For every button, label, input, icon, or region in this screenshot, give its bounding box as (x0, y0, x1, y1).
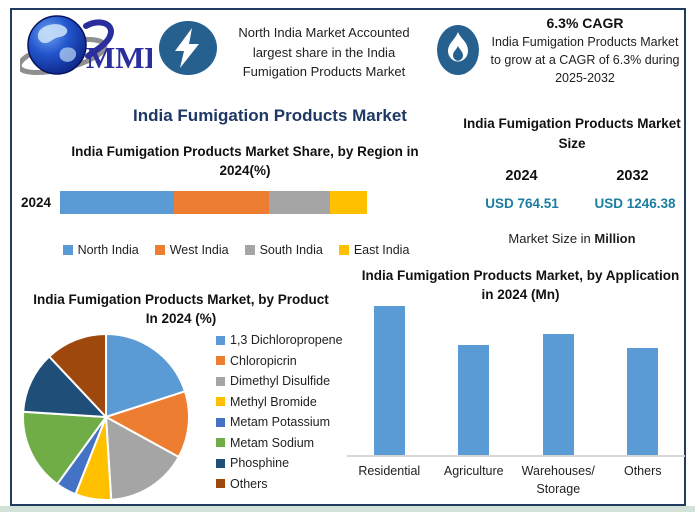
market-size-title: India Fumigation Products Market Size (463, 116, 681, 151)
legend-swatch (216, 335, 225, 345)
svg-text:MMR: MMR (86, 40, 152, 75)
application-bar (373, 306, 405, 455)
legend-swatch (216, 438, 225, 447)
legend-swatch (62, 245, 73, 255)
cagr-title: 6.3% CAGR (546, 15, 624, 31)
legend-item: South India (244, 243, 323, 257)
application-bar (542, 334, 574, 455)
legend-item: Metam Sodium (216, 436, 366, 450)
application-category-label: Agriculture (443, 464, 504, 478)
pie-slice (22, 355, 109, 419)
product-chart-title: India Fumigation Products Market, by Pro… (33, 292, 329, 326)
legend-swatch (216, 458, 225, 468)
legend-label: South India (259, 243, 323, 257)
application-bar-chart (347, 300, 685, 457)
application-axis-labels: Residential Agriculture Warehouses/Storage… (347, 463, 685, 498)
legend-label: Dimethyl Disulfide (230, 374, 331, 388)
legend-swatch (154, 245, 165, 255)
region-chart-title: India Fumigation Products Market Share, … (71, 144, 419, 178)
pie-slice (103, 390, 190, 459)
market-size-year-start: 2024 (505, 168, 538, 184)
legend-swatch (216, 397, 225, 406)
market-size-value-start: USD 764.51 (485, 196, 559, 211)
stacked-bar-segment (173, 191, 269, 214)
legend-item: North India (62, 243, 139, 257)
stacked-bar-segment (268, 191, 331, 214)
legend-swatch (216, 479, 225, 488)
pie-slice (104, 415, 181, 501)
application-bar (458, 345, 490, 455)
stacked-bar-segment (60, 191, 174, 214)
legend-item: Methyl Bromide (216, 395, 366, 409)
flame-icon (437, 25, 479, 75)
legend-label: Metam Potassium (230, 415, 331, 429)
application-bar (627, 348, 659, 455)
legend-item: East India (338, 243, 410, 257)
legend-item: Chloropicrin (216, 354, 366, 368)
flame-badge (436, 24, 480, 76)
bar-slot (601, 300, 686, 455)
legend-label: West India (169, 243, 229, 257)
market-size-unit-prefix: Market Size in (508, 231, 595, 246)
legend-item: 1,3 Dichloropropene (216, 333, 366, 347)
globe-logo-graphic: MMR (16, 15, 168, 76)
legend-label: Chloropicrin (230, 353, 297, 368)
pie-slice (22, 410, 108, 486)
legend-item: Dimethyl Disulfide (216, 374, 366, 388)
legend-item: Metam Potassium (216, 415, 366, 429)
market-size-unit: Market Size in Million (463, 231, 681, 246)
bar-slot (347, 300, 432, 455)
application-category-label: Warehouses/Storage (521, 464, 595, 496)
product-pie-chart (22, 332, 190, 501)
legend-label: East India (353, 243, 410, 257)
cagr-text: India Fumigation Products Market to grow… (490, 35, 680, 86)
legend-item: Others (216, 477, 366, 491)
lightning-icon (159, 21, 217, 75)
mmr-logo: MMR (16, 12, 168, 84)
product-legend: 1,3 Dichloropropene Chloropicrin Dimethyl … (216, 333, 366, 491)
bottom-accent-strip (0, 506, 695, 512)
legend-item: Phosphine (216, 456, 366, 470)
legend-swatch (216, 376, 225, 386)
application-chart-title: India Fumigation Products Market, by App… (361, 268, 680, 302)
market-size-value-end: USD 1246.38 (594, 196, 676, 211)
bar-slot (432, 300, 517, 455)
stacked-bar-segment (330, 191, 367, 214)
legend-label: Methyl Bromide (230, 394, 317, 409)
application-category-label: Residential (358, 464, 421, 478)
region-bar-category-label: 2024 (20, 195, 52, 210)
pie-slice (47, 332, 107, 420)
market-size-unit-bold: Million (594, 231, 636, 246)
legend-label: North India (77, 243, 139, 257)
legend-label: Others (230, 476, 268, 491)
legend-label: Metam Sodium (230, 435, 315, 450)
lightning-badge (158, 20, 218, 76)
application-category-label: Others (623, 464, 662, 478)
legend-label: 1,3 Dichloropropene (230, 333, 343, 347)
cagr-block: 6.3% CAGR India Fumigation Products Mark… (488, 15, 682, 87)
legend-label: Phosphine (230, 456, 290, 470)
legend-swatch (216, 356, 225, 365)
market-size-year-end: 2032 (616, 168, 649, 184)
region-legend: North India West India South India East Ind… (36, 243, 436, 257)
bar-slot (516, 300, 601, 455)
page-title: India Fumigation Products Market (133, 106, 407, 125)
legend-swatch (216, 417, 225, 427)
legend-item: West India (154, 243, 229, 257)
legend-swatch (338, 245, 349, 255)
region-stacked-bar (60, 191, 367, 214)
pie-slice (105, 332, 187, 419)
legend-swatch (244, 245, 255, 255)
headline-text: North India Market Accounted largest sha… (238, 25, 410, 79)
